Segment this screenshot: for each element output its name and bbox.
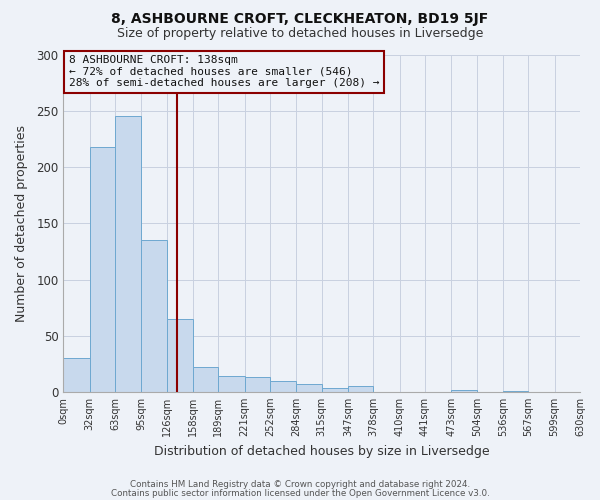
Text: 8 ASHBOURNE CROFT: 138sqm
← 72% of detached houses are smaller (546)
28% of semi: 8 ASHBOURNE CROFT: 138sqm ← 72% of detac…	[68, 55, 379, 88]
Text: 8, ASHBOURNE CROFT, CLECKHEATON, BD19 5JF: 8, ASHBOURNE CROFT, CLECKHEATON, BD19 5J…	[112, 12, 488, 26]
Bar	[218, 376, 245, 392]
Bar	[245, 377, 270, 392]
Text: Contains HM Land Registry data © Crown copyright and database right 2024.: Contains HM Land Registry data © Crown c…	[130, 480, 470, 489]
Bar	[167, 319, 193, 392]
Bar	[451, 390, 476, 392]
Text: Contains public sector information licensed under the Open Government Licence v3: Contains public sector information licen…	[110, 489, 490, 498]
Bar	[322, 388, 348, 392]
Bar	[503, 390, 529, 392]
Bar	[115, 116, 142, 392]
Bar	[64, 358, 89, 392]
Bar	[348, 386, 373, 392]
Bar	[89, 147, 115, 392]
Bar	[142, 240, 167, 392]
Bar	[270, 380, 296, 392]
Bar	[193, 367, 218, 392]
Y-axis label: Number of detached properties: Number of detached properties	[15, 125, 28, 322]
Bar	[296, 384, 322, 392]
Text: Size of property relative to detached houses in Liversedge: Size of property relative to detached ho…	[117, 28, 483, 40]
X-axis label: Distribution of detached houses by size in Liversedge: Distribution of detached houses by size …	[154, 444, 490, 458]
